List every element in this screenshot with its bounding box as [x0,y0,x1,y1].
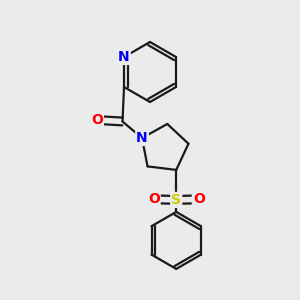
Text: N: N [118,50,130,64]
Text: O: O [148,192,160,206]
Text: O: O [193,192,205,206]
Text: S: S [171,193,181,207]
Text: O: O [91,113,103,127]
Text: N: N [136,131,148,145]
